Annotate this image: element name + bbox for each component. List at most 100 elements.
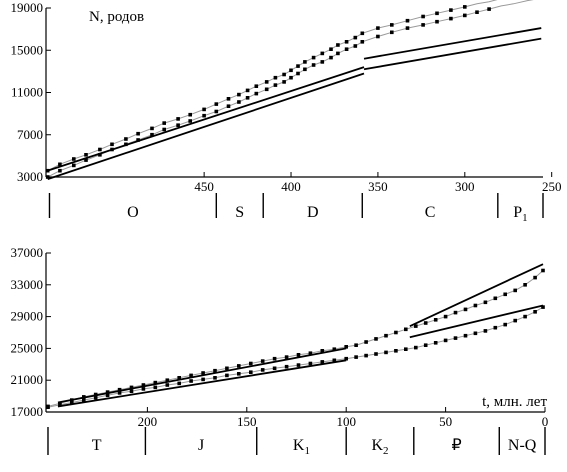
trend-line	[409, 304, 544, 339]
data-point	[493, 325, 498, 330]
x-tick-label: 100	[336, 414, 356, 429]
data-point	[272, 356, 277, 361]
data-point	[354, 343, 358, 347]
data-point	[336, 43, 340, 47]
data-point	[150, 132, 154, 137]
y-tick-label: 19000	[11, 0, 44, 15]
data-point	[384, 350, 388, 355]
y-tick-label: 17000	[11, 404, 44, 419]
period-label: S	[235, 204, 244, 221]
data-point	[483, 300, 488, 305]
data-point	[423, 321, 428, 325]
data-point	[58, 403, 62, 407]
trend-line	[47, 72, 365, 180]
data-point	[188, 112, 192, 117]
data-point	[117, 387, 122, 392]
data-point	[72, 163, 76, 168]
data-point	[360, 31, 365, 36]
data-point	[202, 107, 206, 112]
data-point	[463, 13, 467, 18]
data-point	[98, 147, 102, 152]
data-point	[213, 376, 217, 380]
data-point	[260, 368, 265, 372]
trend-line	[57, 359, 347, 408]
series-line	[47, 0, 498, 172]
data-point	[273, 75, 278, 80]
data-point	[202, 113, 206, 118]
data-point	[272, 366, 277, 371]
data-point	[296, 71, 300, 76]
data-point	[289, 68, 293, 73]
data-point	[72, 157, 76, 161]
data-point	[177, 381, 181, 386]
data-point	[264, 80, 269, 84]
data-point	[201, 371, 205, 375]
data-point	[541, 305, 545, 309]
data-point	[153, 385, 158, 390]
trend-line	[57, 347, 347, 404]
data-point	[533, 310, 537, 314]
trend-line	[363, 27, 542, 60]
data-point	[308, 351, 313, 355]
data-point	[284, 364, 289, 369]
data-point	[329, 47, 333, 51]
series-line	[47, 270, 544, 407]
data-point	[98, 153, 102, 157]
data-point	[282, 72, 286, 77]
data-point	[311, 63, 316, 67]
data-point	[423, 343, 428, 347]
data-point	[463, 5, 467, 9]
data-point	[141, 383, 146, 387]
data-point	[332, 347, 337, 351]
data-point	[245, 96, 250, 100]
data-point	[58, 162, 62, 167]
data-point	[176, 117, 180, 121]
data-point	[336, 51, 340, 56]
data-point	[320, 360, 325, 364]
data-point	[237, 92, 241, 97]
data-point	[394, 330, 398, 335]
data-point	[376, 26, 380, 30]
bottom-panel: 17000 21000 25000 29000 33000 37000 200 150 100 5…	[11, 245, 549, 457]
data-point	[463, 333, 468, 338]
data-point	[45, 168, 50, 173]
data-point	[364, 340, 368, 344]
data-point	[153, 380, 158, 385]
data-point	[513, 288, 517, 293]
data-point	[46, 405, 50, 409]
period-label: D	[307, 204, 319, 221]
data-point	[344, 40, 349, 44]
data-point	[249, 361, 253, 366]
data-point	[541, 268, 545, 273]
period-label: J	[198, 437, 204, 454]
period-label: K2	[371, 437, 388, 457]
data-point	[237, 364, 241, 368]
data-point	[344, 356, 348, 361]
series-line	[47, 0, 534, 178]
trend-line	[47, 66, 365, 172]
data-point	[260, 359, 265, 363]
data-point	[249, 370, 253, 374]
data-point	[513, 318, 517, 323]
data-point	[376, 34, 380, 39]
data-point	[303, 67, 307, 72]
y-tick-label: 37000	[11, 245, 44, 260]
data-point	[473, 303, 478, 308]
data-point	[289, 75, 293, 80]
data-point	[58, 168, 62, 173]
data-point	[264, 87, 269, 92]
data-point	[296, 64, 300, 68]
data-point	[141, 387, 146, 391]
y-tick-label: 29000	[11, 309, 44, 324]
data-point	[176, 123, 180, 127]
data-point	[93, 395, 98, 400]
data-point	[165, 383, 170, 387]
data-point	[344, 47, 349, 51]
data-point	[320, 60, 325, 64]
data-point	[150, 126, 154, 131]
period-label: O	[127, 204, 139, 221]
data-point	[463, 307, 468, 312]
x-tick-label: 150	[237, 414, 257, 429]
data-point	[493, 296, 498, 301]
